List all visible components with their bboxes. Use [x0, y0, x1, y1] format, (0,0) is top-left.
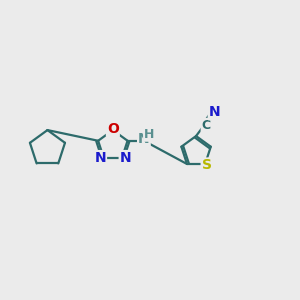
- Text: O: O: [107, 122, 119, 136]
- Text: H: H: [144, 128, 154, 141]
- Text: C: C: [202, 119, 211, 132]
- Text: N: N: [209, 105, 220, 119]
- Text: S: S: [202, 158, 212, 172]
- Text: N: N: [94, 151, 106, 165]
- Text: N: N: [138, 132, 150, 146]
- Text: N: N: [120, 151, 131, 165]
